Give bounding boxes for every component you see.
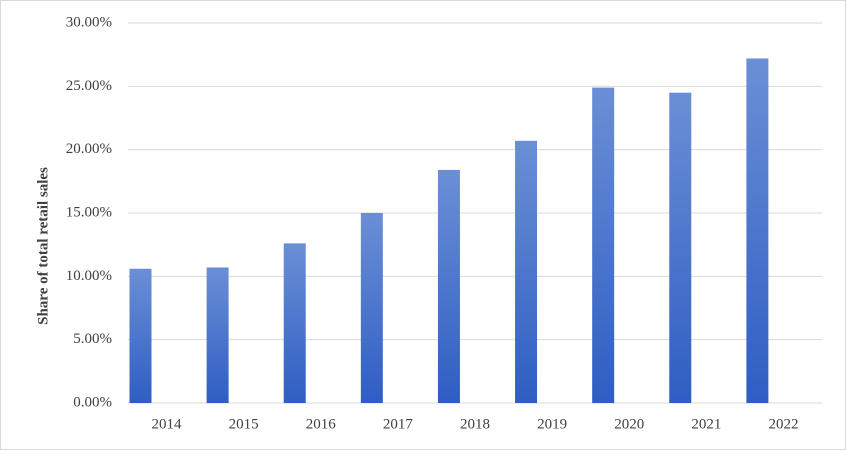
x-tick-label: 2022 [768, 416, 798, 432]
x-tick-label: 2018 [460, 416, 490, 432]
bar [206, 267, 229, 403]
y-tick-label: 30.00% [66, 14, 112, 30]
x-tick-label: 2021 [691, 416, 721, 432]
y-tick-label: 20.00% [66, 141, 112, 157]
bar [669, 92, 692, 404]
bar [592, 87, 615, 403]
y-tick-label: 10.00% [66, 268, 112, 284]
y-tick-label: 5.00% [73, 331, 112, 347]
bar [360, 213, 383, 403]
bar [129, 268, 152, 403]
x-tick-label: 2015 [229, 416, 259, 432]
y-tick-label: 0.00% [73, 394, 112, 410]
y-tick-label: 25.00% [66, 78, 112, 94]
x-tick-label: 2020 [614, 416, 644, 432]
x-tick-label: 2014 [152, 416, 183, 432]
bar [437, 169, 460, 403]
x-tick-label: 2019 [537, 416, 567, 432]
bar [515, 140, 538, 404]
y-axis-title: Share of total retail sales [35, 167, 51, 325]
y-tick-label: 15.00% [66, 204, 112, 220]
x-tick-label: 2016 [306, 416, 337, 432]
bar [283, 243, 306, 403]
x-tick-label: 2017 [383, 416, 414, 432]
bar [746, 58, 769, 403]
